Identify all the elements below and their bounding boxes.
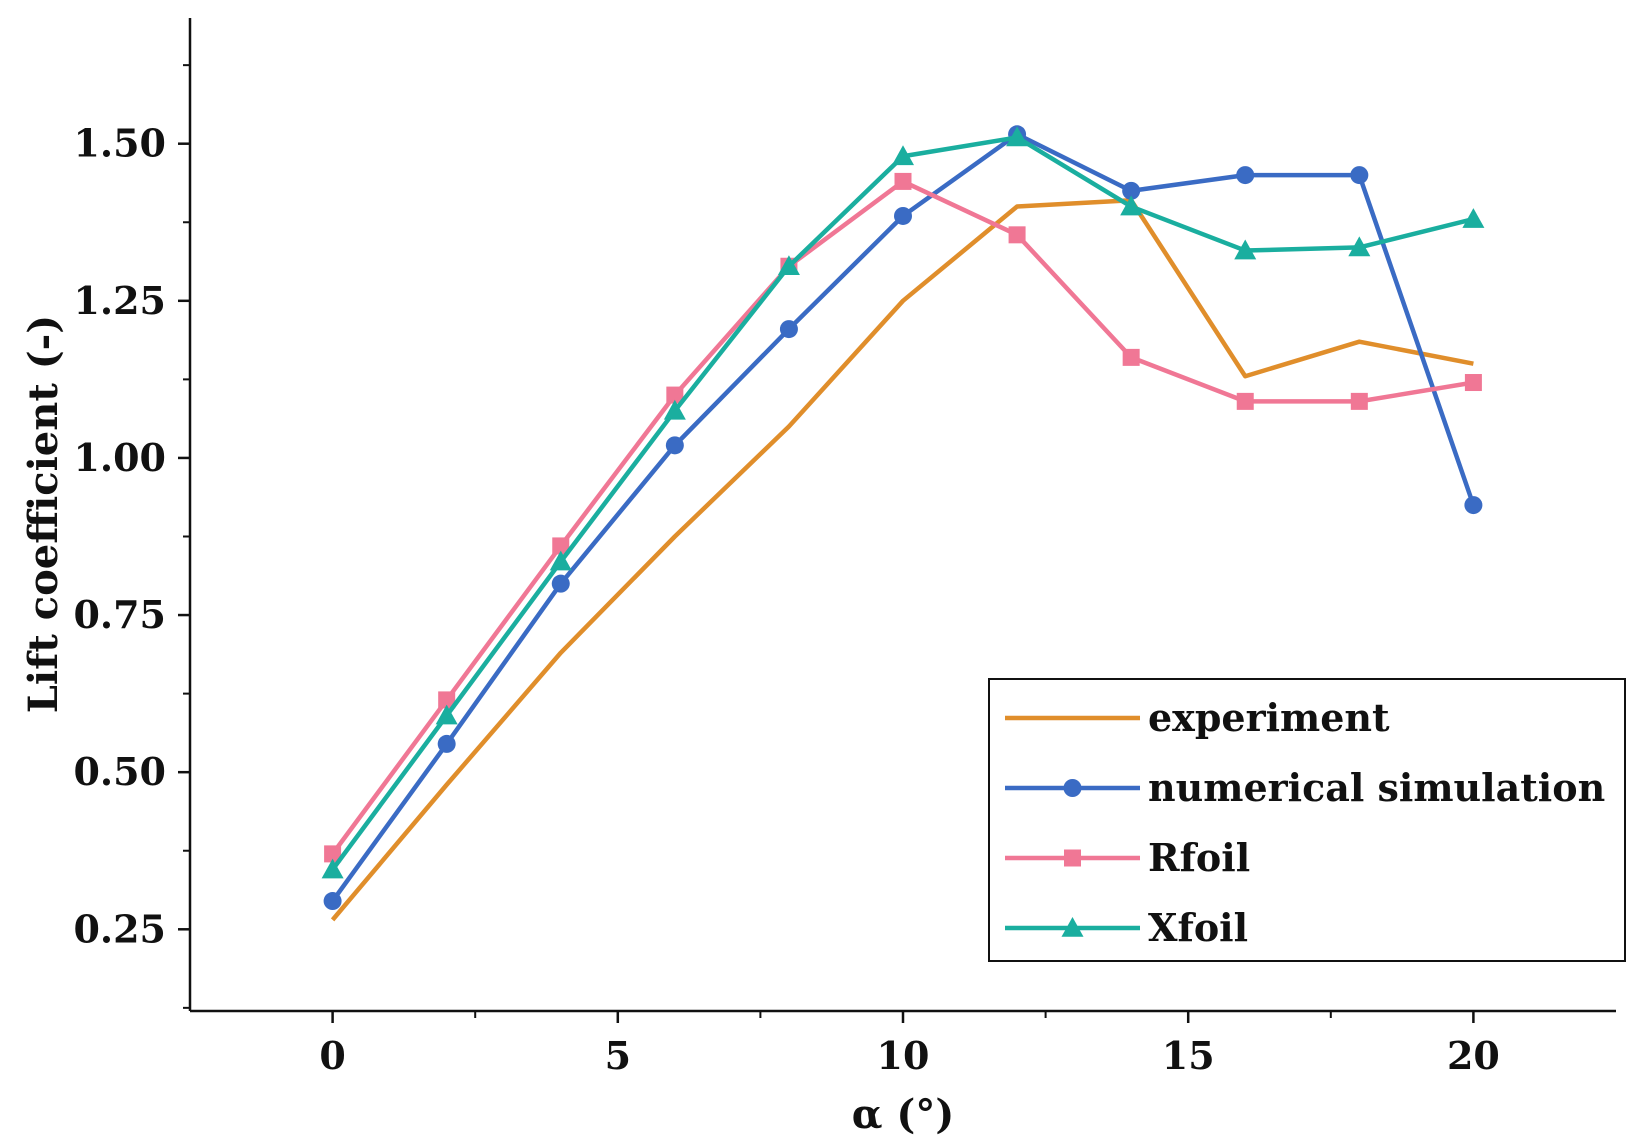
x-tick-label: 5 (605, 1033, 631, 1078)
y-tick-label: 0.50 (73, 749, 166, 794)
data-point-xfoil (1120, 195, 1143, 216)
series-line-experiment (330, 198, 1474, 922)
plot-area: 0.25 0.50 0.75 1.00 1.25 1.50 0 5 10 15 20 (73, 18, 1616, 1078)
legend-marker-xfoil (1061, 917, 1084, 937)
data-point-rfoil (552, 537, 570, 555)
series-xfoil (321, 126, 1485, 879)
y-tick-label: 1.25 (73, 278, 166, 323)
data-point-numerical-simulation (894, 206, 912, 225)
legend-box (988, 678, 1626, 962)
data-point-xfoil (1348, 236, 1371, 257)
data-point-numerical-simulation (1122, 181, 1141, 200)
data-point-rfoil (666, 386, 684, 404)
data-point-xfoil (1462, 208, 1485, 228)
data-point-rfoil (1008, 226, 1026, 244)
legend-label-experiment: experiment (1148, 695, 1390, 740)
y-tick-label: 1.00 (73, 435, 166, 480)
data-point-numerical-simulation (1236, 166, 1255, 185)
data-point-xfoil (777, 255, 800, 276)
data-point-numerical-simulation (1350, 166, 1369, 185)
legend-label-xfoil: Xfoil (1148, 905, 1248, 950)
data-point-rfoil (438, 691, 456, 709)
legend-marker-rfoil (1064, 849, 1081, 867)
data-point-xfoil (1006, 126, 1029, 147)
data-point-numerical-simulation (1464, 496, 1483, 515)
x-tick-label: 15 (1162, 1033, 1215, 1078)
x-tick-label: 0 (319, 1033, 345, 1078)
legend-label-rfoil: Rfoil (1148, 835, 1250, 880)
legend: experiment numerical simulation Rfoil Xfoil (988, 678, 1626, 962)
legend-marker-numerical-simulation (1063, 779, 1082, 797)
data-point-rfoil (1236, 392, 1254, 410)
x-axis-title: α (°) (852, 1091, 955, 1138)
x-ticks: 0 5 10 15 20 (319, 1011, 1500, 1078)
data-point-numerical-simulation (779, 320, 798, 339)
data-point-numerical-simulation (665, 436, 684, 455)
data-point-xfoil (321, 858, 344, 879)
y-tick-label: 0.25 (73, 906, 166, 951)
y-axis-title: Lift coefficient (-) (20, 315, 67, 713)
data-point-rfoil (894, 172, 912, 190)
data-point-xfoil (549, 550, 572, 571)
data-point-xfoil (892, 145, 914, 166)
data-point-xfoil (663, 399, 686, 420)
legend-label-numerical-simulation: numerical simulation (1148, 765, 1605, 810)
data-point-rfoil (324, 845, 342, 863)
x-tick-label: 10 (877, 1033, 930, 1078)
series-experiment (330, 198, 1474, 922)
series-rfoil (324, 172, 1482, 863)
x-tick-label: 20 (1447, 1033, 1500, 1078)
series-layer (321, 125, 1485, 922)
data-point-rfoil (1122, 348, 1140, 366)
data-point-rfoil (1464, 374, 1482, 392)
data-point-xfoil (435, 704, 458, 725)
data-point-numerical-simulation (323, 892, 342, 911)
data-point-xfoil (1234, 239, 1257, 260)
data-point-rfoil (1350, 392, 1368, 410)
y-tick-label: 0.75 (73, 592, 166, 637)
data-point-numerical-simulation (437, 734, 456, 753)
y-tick-label: 1.50 (73, 121, 166, 166)
y-ticks: 0.25 0.50 0.75 1.00 1.25 1.50 (73, 64, 190, 1009)
data-point-numerical-simulation (551, 574, 570, 593)
